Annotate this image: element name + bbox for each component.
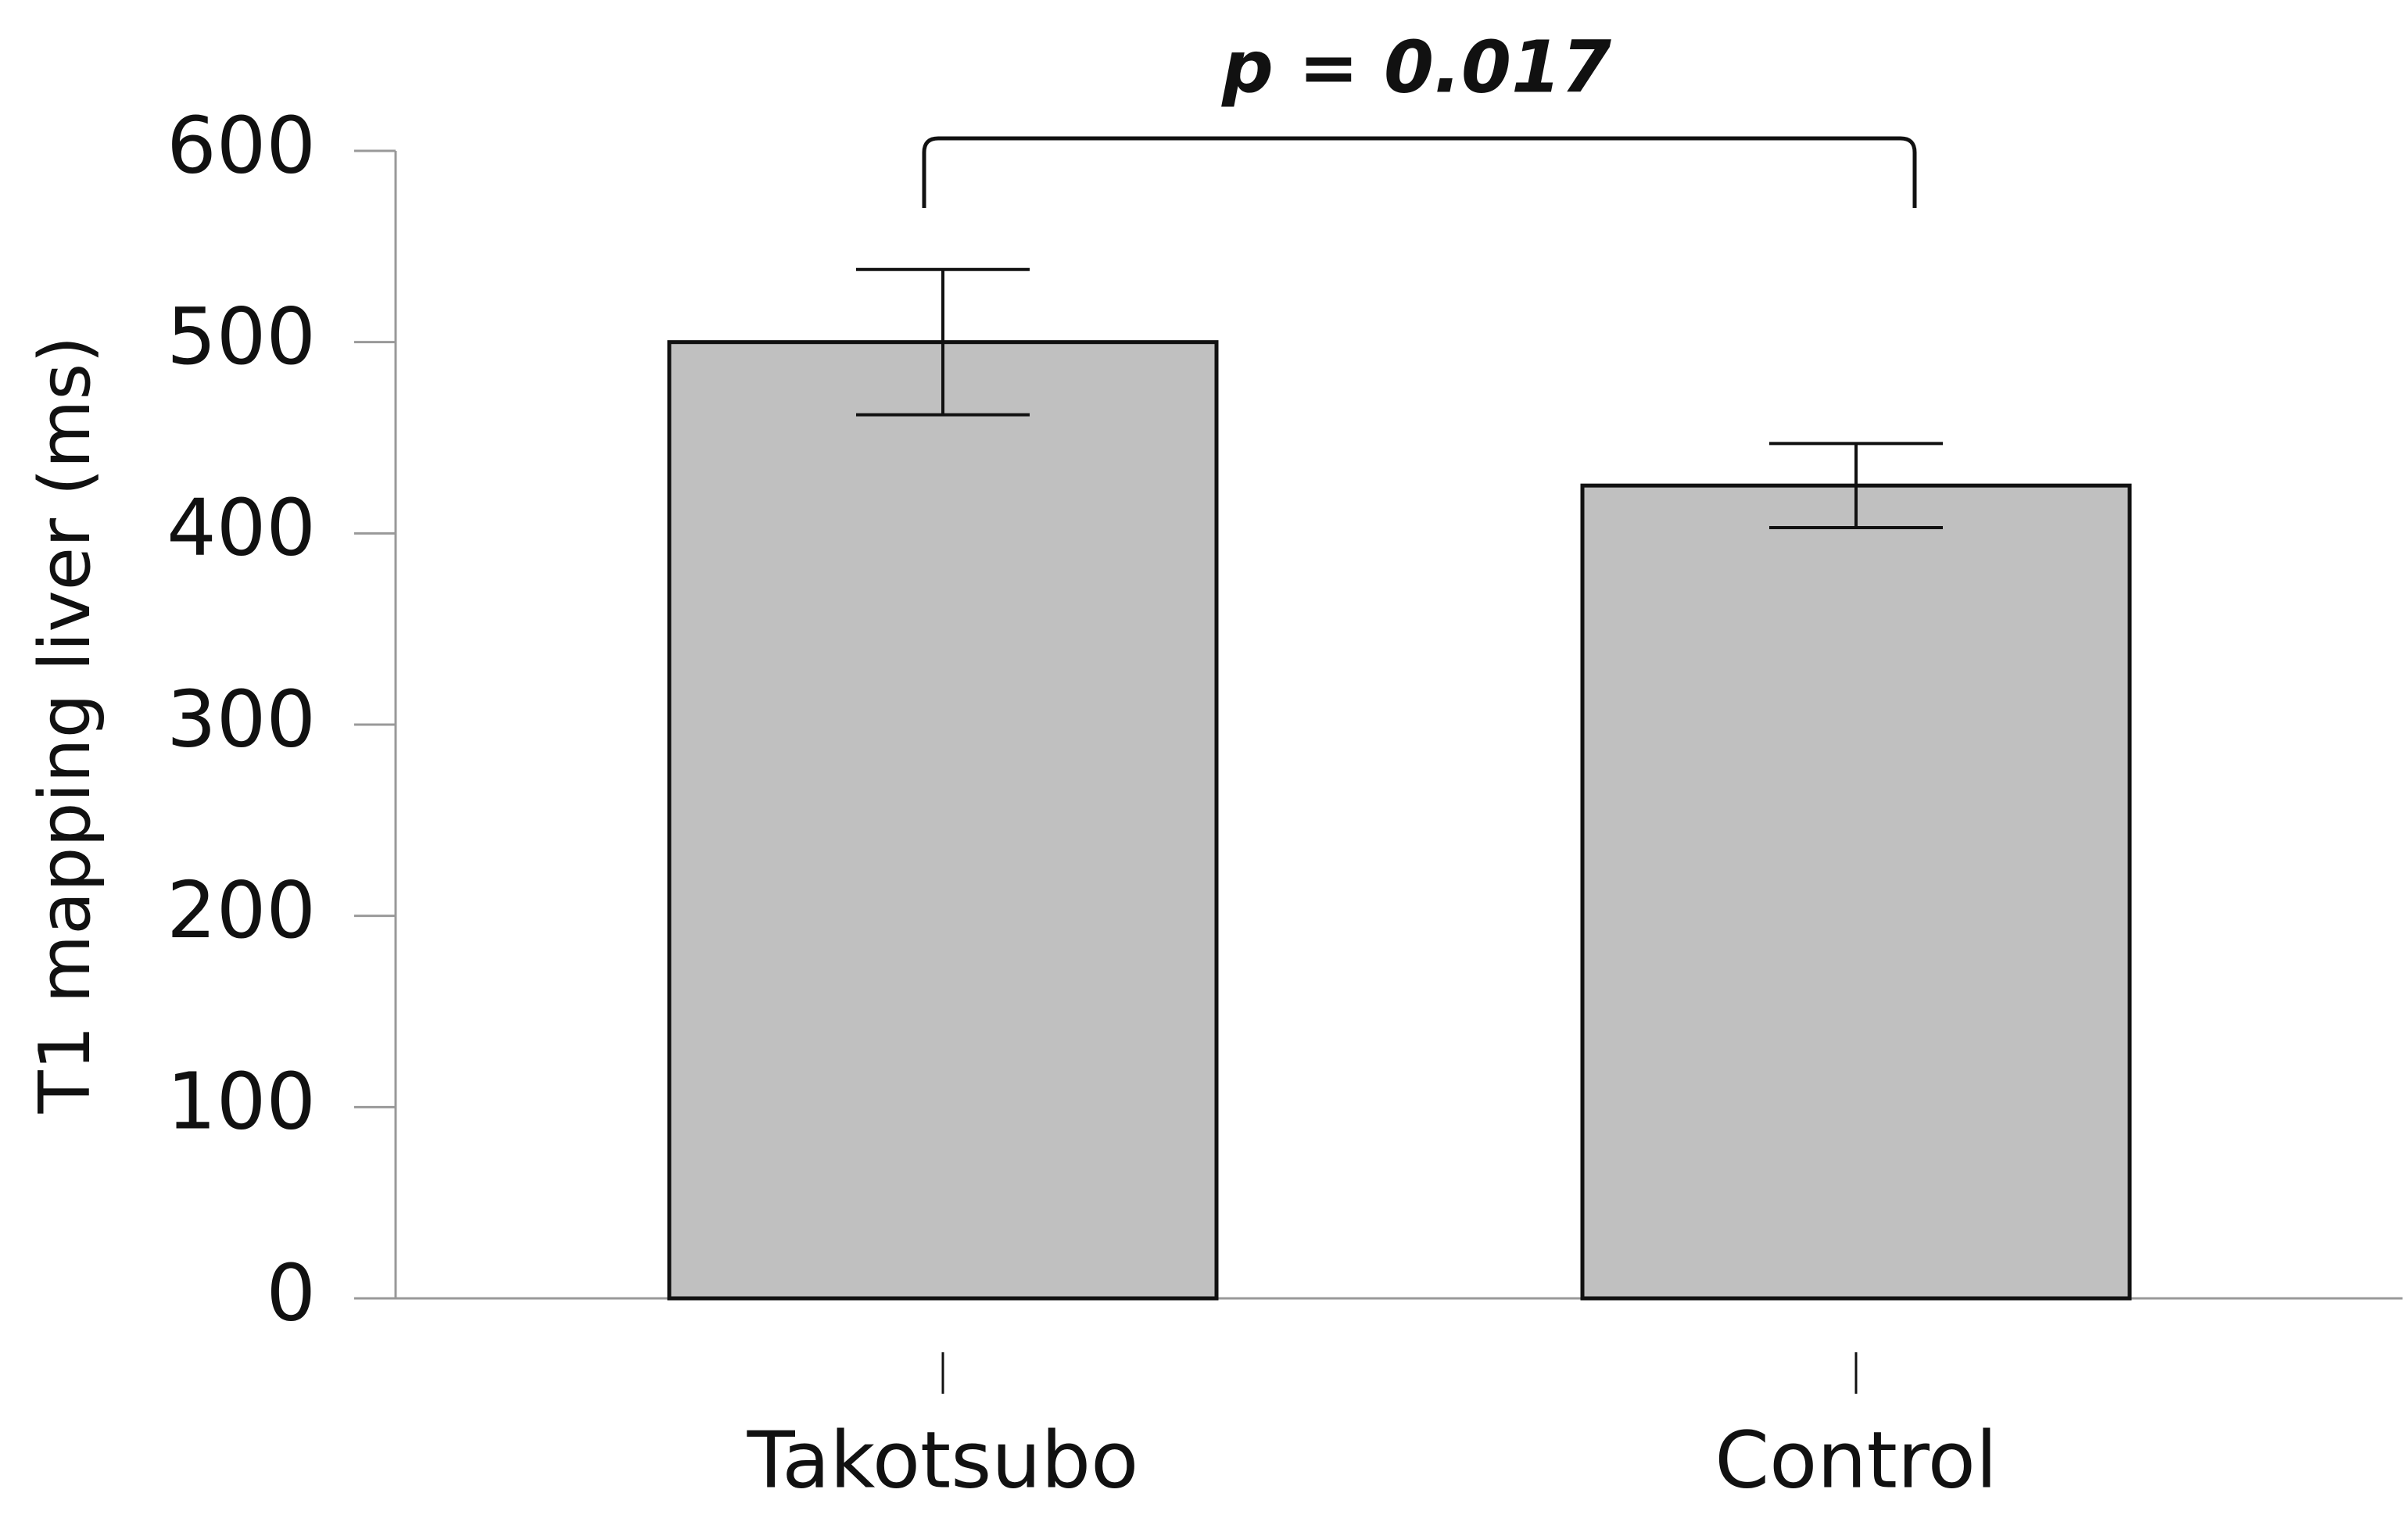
bar bbox=[667, 340, 1219, 1301]
y-tick-label: 200 bbox=[167, 865, 316, 956]
x-tick-label: Control bbox=[1715, 1414, 1997, 1505]
y-tick-label: 400 bbox=[167, 482, 316, 574]
y-tick-label: 300 bbox=[167, 673, 316, 764]
y-tick-label: 0 bbox=[266, 1247, 316, 1338]
error-bar bbox=[856, 267, 1030, 417]
y-tick-label: 500 bbox=[167, 291, 316, 382]
x-tick-label: Takotsubo bbox=[747, 1414, 1139, 1505]
p-value: p = 0.017 bbox=[1221, 25, 1611, 109]
y-tick-label: 100 bbox=[167, 1056, 316, 1147]
error-bar bbox=[1769, 442, 1943, 529]
y-axis-label: T1 mapping liver (ms) bbox=[24, 336, 106, 1115]
y-tick-label: 600 bbox=[167, 99, 316, 191]
significance-bracket bbox=[922, 136, 1917, 208]
bar bbox=[1580, 483, 2132, 1301]
